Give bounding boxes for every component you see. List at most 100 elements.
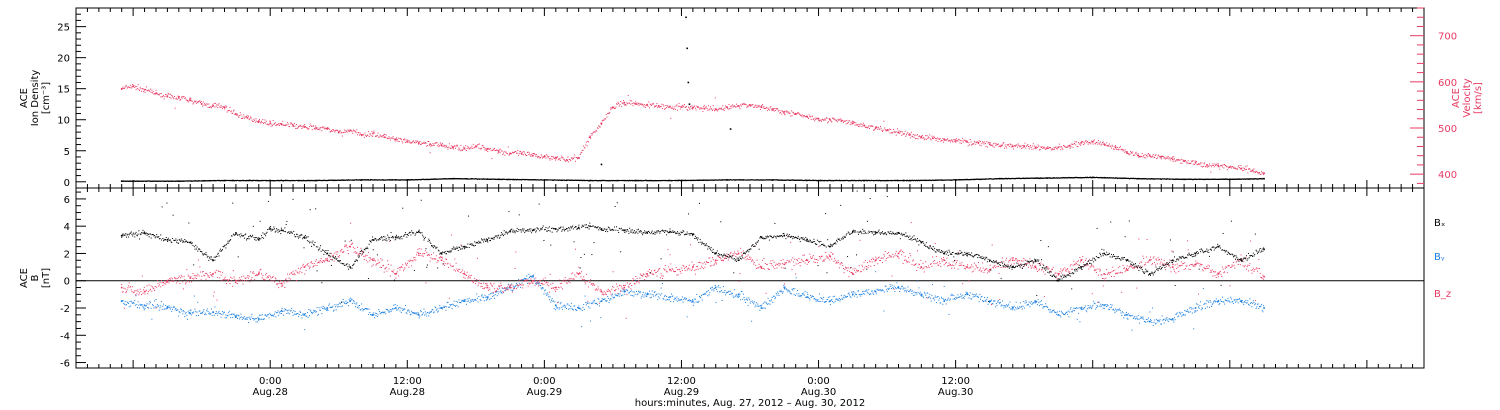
data-point-red <box>700 107 702 109</box>
data-point-red <box>254 119 256 121</box>
data-point-red <box>1192 160 1194 162</box>
data-point-red <box>758 105 760 107</box>
data-point-red <box>1141 156 1143 158</box>
data-point-red <box>625 104 627 106</box>
data-point-red <box>1235 167 1237 169</box>
data-point-red <box>864 126 866 128</box>
data-point-red <box>1199 163 1201 165</box>
data-point-red <box>161 96 163 98</box>
data-point-red <box>1207 165 1209 167</box>
data-point-red <box>990 144 992 146</box>
data-point-red <box>240 114 242 116</box>
data-point-red <box>742 103 744 105</box>
data-point-red <box>677 105 679 107</box>
data-point-red <box>849 123 851 125</box>
data-point-red <box>332 129 334 131</box>
data-point-red <box>1099 141 1101 143</box>
data-point-red <box>252 120 254 122</box>
data-point-red <box>557 156 559 158</box>
data-point-red <box>186 99 188 101</box>
data-point-red <box>566 159 568 161</box>
data-point-red <box>848 120 850 122</box>
data-point-red <box>1056 147 1058 149</box>
data-point-red <box>1091 140 1093 142</box>
data-point-red <box>1018 144 1020 146</box>
data-point-red <box>822 119 824 121</box>
data-point-red <box>1078 142 1080 144</box>
data-point-red <box>657 107 659 109</box>
data-point-red <box>236 114 238 116</box>
data-point-red <box>620 101 622 103</box>
data-point-red <box>1169 157 1171 159</box>
data-point-red <box>664 107 666 109</box>
data-point-red <box>1184 160 1186 162</box>
data-point-red <box>1157 155 1159 157</box>
data-point-red <box>727 108 729 110</box>
data-point-red <box>825 117 827 119</box>
data-point-red <box>584 147 586 149</box>
data-point-red <box>958 138 960 140</box>
data-point-red <box>131 86 133 88</box>
data-point-red <box>226 106 228 108</box>
data-point-red <box>401 140 403 142</box>
data-point-red <box>604 118 606 120</box>
data-point-red <box>1151 156 1153 158</box>
data-point-red <box>1098 142 1100 144</box>
data-point-red <box>1019 146 1021 148</box>
data-point-red <box>726 106 728 108</box>
data-point-red <box>918 135 920 137</box>
data-point-red <box>1107 145 1109 147</box>
data-point-red <box>229 106 231 108</box>
data-point-red <box>948 139 950 141</box>
data-point-black <box>681 179 683 181</box>
data-point-red <box>381 136 383 138</box>
data-point-red <box>824 118 826 120</box>
data-point-red <box>855 124 857 126</box>
data-point-red <box>821 120 823 122</box>
data-point-red <box>573 156 575 158</box>
data-point-black <box>916 180 918 182</box>
density-x-ticks <box>75 8 1425 188</box>
data-point-red <box>938 138 940 140</box>
data-point-black <box>465 178 467 180</box>
data-point-red <box>1200 162 1202 164</box>
data-point-red <box>521 153 523 155</box>
data-point-red <box>798 113 800 115</box>
data-point-red <box>160 92 162 94</box>
data-point-red <box>311 129 313 131</box>
data-point-red <box>976 141 978 143</box>
data-point-black <box>395 179 397 181</box>
data-point-red <box>158 94 160 96</box>
data-point-red <box>1016 144 1018 146</box>
data-point-red <box>744 103 746 105</box>
data-point-red <box>581 149 583 151</box>
data-point-red <box>235 113 237 115</box>
data-point-red <box>888 128 890 130</box>
data-point-red <box>434 143 436 145</box>
data-point-red <box>706 107 708 109</box>
data-point-black <box>698 179 700 181</box>
data-point-red <box>974 141 976 143</box>
data-point-red <box>738 105 740 107</box>
data-point-red <box>703 104 705 106</box>
data-point-red <box>185 99 187 101</box>
data-point-red <box>1251 170 1253 172</box>
data-point-black <box>838 179 840 181</box>
data-point-red <box>457 149 459 151</box>
data-point-red <box>486 147 489 150</box>
data-point-red <box>912 133 914 135</box>
data-point-red <box>762 107 764 109</box>
data-point-red <box>169 96 171 98</box>
data-point-red <box>452 148 454 150</box>
data-point-red <box>500 150 502 152</box>
data-point-red <box>147 89 149 91</box>
data-point-red <box>846 119 848 121</box>
data-point-red <box>1065 146 1067 148</box>
data-point-red <box>461 149 463 151</box>
data-point-red <box>961 140 963 142</box>
data-point-red <box>317 128 319 130</box>
data-point-red <box>927 136 929 138</box>
data-point-red <box>386 137 388 139</box>
data-point-red <box>502 152 504 154</box>
data-point-red <box>1036 146 1038 148</box>
